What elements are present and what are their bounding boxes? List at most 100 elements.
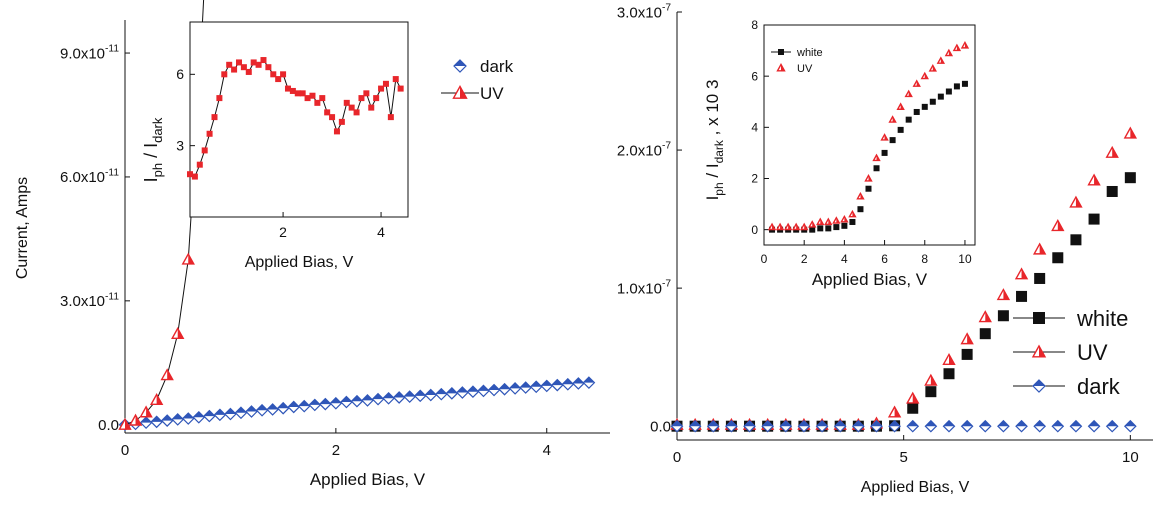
data-point bbox=[912, 79, 921, 87]
data-point-fill bbox=[520, 382, 532, 388]
y-label-sub: ph bbox=[150, 163, 165, 177]
legend: dark UV bbox=[441, 57, 514, 103]
data-point bbox=[840, 214, 849, 223]
data-point-fill bbox=[214, 409, 226, 415]
data-point bbox=[841, 222, 848, 229]
data-point-fill bbox=[912, 393, 919, 403]
data-point bbox=[825, 225, 832, 232]
data-point-fill bbox=[446, 387, 458, 394]
y-label-part: / I bbox=[703, 163, 722, 182]
data-point-fill bbox=[894, 406, 901, 417]
data-point bbox=[1105, 419, 1119, 433]
data-point bbox=[1087, 173, 1101, 186]
data-point bbox=[979, 328, 991, 340]
data-point bbox=[348, 104, 355, 111]
data-point bbox=[833, 419, 847, 433]
data-point-fill bbox=[246, 406, 258, 412]
data-point bbox=[392, 391, 406, 404]
data-point bbox=[924, 373, 938, 386]
data-point bbox=[1124, 172, 1136, 184]
data-point bbox=[280, 71, 287, 78]
data-point-fill bbox=[788, 224, 792, 230]
data-point-fill bbox=[140, 417, 152, 423]
data-point-fill bbox=[572, 377, 584, 384]
data-point bbox=[308, 398, 322, 412]
data-point bbox=[889, 137, 896, 144]
data-point bbox=[1033, 419, 1047, 433]
y-tick-label: 3.0x10-11 bbox=[60, 291, 119, 310]
data-point-fill bbox=[796, 224, 800, 230]
data-point bbox=[767, 222, 777, 231]
data-point bbox=[171, 413, 185, 426]
data-point bbox=[1014, 267, 1029, 280]
data-point bbox=[1069, 419, 1083, 433]
data-point-fill bbox=[1039, 243, 1046, 254]
data-point-fill bbox=[852, 420, 864, 427]
data-point bbox=[1032, 242, 1047, 255]
data-point-fill bbox=[836, 217, 840, 224]
data-point-fill bbox=[167, 369, 173, 380]
data-point bbox=[265, 64, 272, 71]
data-point bbox=[206, 130, 213, 137]
data-point-fill bbox=[125, 419, 131, 430]
data-point bbox=[870, 419, 883, 433]
data-point-fill bbox=[404, 391, 416, 397]
data-point bbox=[456, 386, 469, 399]
data-point bbox=[953, 83, 960, 90]
data-point bbox=[211, 114, 218, 121]
data-point bbox=[961, 80, 968, 87]
data-point bbox=[905, 116, 912, 123]
legend: white UV dark bbox=[1013, 306, 1128, 399]
x-tick-label: 2 bbox=[332, 442, 340, 459]
data-point bbox=[276, 401, 290, 415]
right-main-chart: 0 5 10 0.0 1.0x10-7 2.0x10-7 3.0x10-7 Applied B… bbox=[617, 3, 1153, 496]
data-point-fill bbox=[798, 420, 810, 427]
data-point bbox=[314, 99, 321, 106]
y-tick-label: 2.0x10-7 bbox=[617, 141, 671, 160]
data-point bbox=[961, 348, 973, 360]
legend-marker-uv-fill bbox=[781, 64, 785, 71]
data-point-fill bbox=[298, 400, 310, 407]
data-point bbox=[363, 90, 370, 97]
data-point-fill bbox=[816, 420, 828, 427]
data-point bbox=[397, 85, 404, 92]
data-point bbox=[913, 108, 920, 115]
data-point-fill bbox=[949, 354, 955, 365]
y-tick-label: 4 bbox=[751, 121, 758, 135]
data-point bbox=[924, 419, 938, 433]
data-point-fill bbox=[1057, 220, 1064, 231]
data-point bbox=[424, 388, 438, 402]
data-point-fill bbox=[689, 420, 701, 427]
data-point bbox=[791, 222, 801, 231]
data-point-fill bbox=[1112, 147, 1118, 158]
data-point bbox=[192, 410, 206, 424]
data-point bbox=[743, 419, 756, 433]
data-point-fill bbox=[319, 398, 331, 405]
data-point bbox=[403, 390, 417, 404]
data-point bbox=[181, 412, 195, 425]
y-tick-exponent: -7 bbox=[662, 141, 671, 152]
data-point bbox=[245, 68, 252, 75]
data-point-fill bbox=[340, 396, 352, 403]
data-point bbox=[289, 87, 296, 94]
inset-y-axis-label: Iph / Idark bbox=[141, 117, 165, 182]
data-point bbox=[936, 56, 946, 64]
data-point bbox=[216, 95, 223, 102]
data-point bbox=[445, 387, 459, 400]
data-point bbox=[275, 76, 282, 83]
data-point bbox=[808, 220, 817, 228]
data-point-fill bbox=[435, 388, 447, 395]
data-point-fill bbox=[288, 401, 300, 407]
data-point bbox=[824, 217, 833, 226]
data-point-fill bbox=[1003, 289, 1009, 300]
data-point-fill bbox=[868, 175, 872, 181]
plot-frame bbox=[189, 21, 409, 218]
data-point-fill bbox=[182, 413, 194, 419]
data-point bbox=[945, 88, 952, 95]
data-point-fill bbox=[172, 413, 184, 420]
x-tick-label: 5 bbox=[899, 449, 907, 466]
y-label-part: I bbox=[703, 196, 722, 201]
data-point bbox=[202, 409, 216, 423]
y-tick-label: 6 bbox=[176, 66, 184, 82]
data-point-fill bbox=[804, 224, 808, 230]
